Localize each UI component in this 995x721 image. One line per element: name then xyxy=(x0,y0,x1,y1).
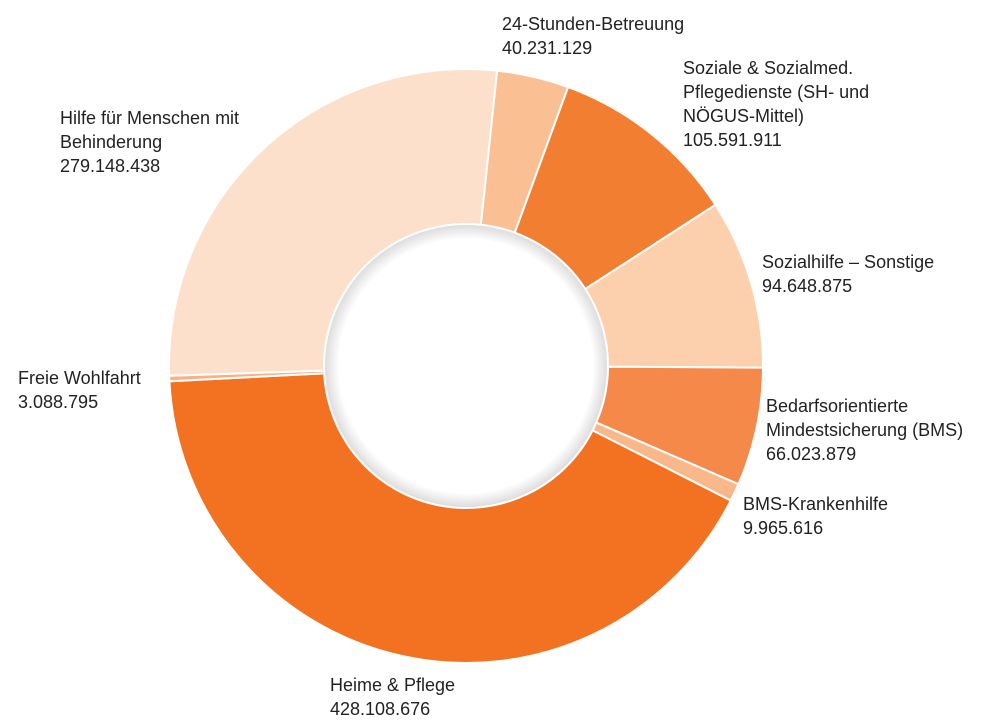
slice-value: 105.591.911 xyxy=(683,130,782,150)
slice-name: Sozialhilfe – Sonstige xyxy=(762,252,935,272)
slice-label: Hilfe für Menschen mit Behinderung 279.14… xyxy=(60,106,310,178)
donut-slice xyxy=(168,372,733,664)
donut-hole xyxy=(325,225,607,507)
slice-name: 24-Stunden-Betreuung xyxy=(502,14,685,34)
slice-value: 3.088.795 xyxy=(18,392,99,412)
slice-label: Soziale & Sozialmed. Pflegedienste (SH- … xyxy=(683,56,943,152)
slice-label: Freie Wohlfahrt 3.088.795 xyxy=(18,366,218,414)
slice-name: Freie Wohlfahrt xyxy=(18,368,141,388)
slice-value: 428.108.676 xyxy=(330,699,431,719)
slice-value: 66.023.879 xyxy=(766,444,857,464)
donut-slice xyxy=(168,68,499,377)
slice-name: Hilfe für Menschen mit Behinderung xyxy=(60,108,240,152)
slice-name: BMS-Krankenhilfe xyxy=(743,494,889,514)
slice-value: 279.148.438 xyxy=(60,156,161,176)
slice-name: Soziale & Sozialmed. Pflegedienste (SH- … xyxy=(683,58,870,126)
slice-value: 40.231.129 xyxy=(502,38,593,58)
slice-name: Heime & Pflege xyxy=(330,675,456,695)
slice-value: 9.965.616 xyxy=(743,518,824,538)
slice-label: Sozialhilfe – Sonstige 94.648.875 xyxy=(762,250,992,298)
slice-value: 94.648.875 xyxy=(762,276,853,296)
slice-name: Bedarfsorientierte Mindestsicherung (BMS… xyxy=(766,396,964,440)
slice-label: Bedarfsorientierte Mindestsicherung (BMS… xyxy=(766,394,995,466)
slice-label: BMS-Krankenhilfe 9.965.616 xyxy=(743,492,983,540)
slice-label: 24-Stunden-Betreuung 40.231.129 xyxy=(502,12,742,60)
slice-label: Heime & Pflege 428.108.676 xyxy=(330,673,570,721)
